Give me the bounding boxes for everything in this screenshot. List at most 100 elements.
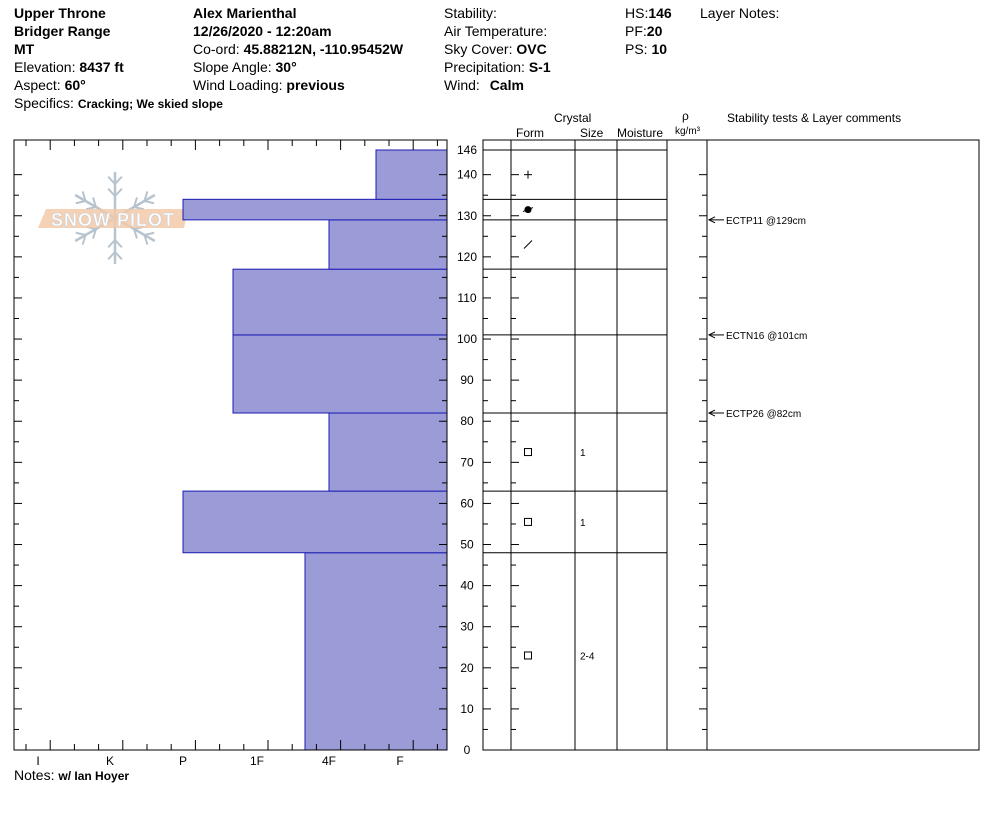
wind-loading-label: Wind Loading: xyxy=(193,77,283,93)
notes: Notes: w/ Ian Hoyer xyxy=(14,767,129,784)
stability-test-arrowhead xyxy=(707,409,716,417)
crystal-header: Crystal xyxy=(554,111,592,125)
height-label: 40 xyxy=(460,579,474,593)
coord-label: Co-ord: xyxy=(193,41,240,57)
elevation-label: Elevation: xyxy=(14,59,76,75)
specifics-label: Specifics: xyxy=(14,95,74,111)
range-name: Bridger Range xyxy=(14,23,111,39)
pf-value: 20 xyxy=(646,23,663,39)
crystal-size-label: 1 xyxy=(580,518,586,529)
coord-value: 45.88212N, -110.95452W xyxy=(243,41,404,57)
crystal-size-label: 2-4 xyxy=(580,651,595,662)
stability-tests-header: Stability tests & Layer comments xyxy=(727,111,902,125)
height-label: 70 xyxy=(460,455,474,469)
hardness-bar xyxy=(232,334,448,414)
elevation-value: 8437 ft xyxy=(79,59,124,75)
snowpilot-watermark: SNOW PILOT xyxy=(38,172,188,264)
svg-text:SNOW PILOT: SNOW PILOT xyxy=(51,210,175,230)
stability-test-label: ECTP26 @82cm xyxy=(726,409,801,420)
height-label: 20 xyxy=(460,661,474,675)
hardness-label: F xyxy=(396,754,403,768)
pf: PF:20 xyxy=(625,23,662,39)
hardness-bar xyxy=(375,149,448,200)
stability-label: Stability: xyxy=(444,5,497,21)
air-temp-label: Air Temperature: xyxy=(444,23,548,39)
hs-label: HS: xyxy=(625,5,649,21)
height-label: 100 xyxy=(457,332,477,346)
faceted-crystal-icon xyxy=(524,448,532,457)
specifics: Specifics: Cracking; We skied slope xyxy=(14,95,223,112)
layer-notes-label: Layer Notes: xyxy=(700,5,780,21)
height-label: 10 xyxy=(460,702,474,716)
datetime: 12/26/2020 - 12:20am xyxy=(193,23,332,39)
height-label: 90 xyxy=(460,373,474,387)
coordinates: Co-ord: 45.88212N, -110.95452W xyxy=(193,41,403,57)
stability-test-label: ECTN16 @101cm xyxy=(726,331,807,342)
aspect-label: Aspect: xyxy=(14,77,61,93)
aspect: Aspect: 60° xyxy=(14,77,86,93)
height-label: 140 xyxy=(457,168,477,182)
precipitation: Precipitation: S-1 xyxy=(444,59,551,75)
height-label: 146 xyxy=(457,143,477,157)
height-label: 0 xyxy=(464,743,471,757)
stability-test-label: ECTP11 @129cm xyxy=(726,216,806,227)
hardness-bar xyxy=(304,552,448,751)
hardness-bar xyxy=(182,490,448,554)
hardness-label: P xyxy=(179,754,187,768)
rho-header: ρ xyxy=(682,109,689,123)
hs: HS:146 xyxy=(625,5,672,21)
stability-test-arrowhead xyxy=(707,216,716,224)
height-label: 50 xyxy=(460,538,474,552)
hardness-panel-frame xyxy=(13,139,448,751)
hardness-bar xyxy=(182,198,448,221)
precip-label: Precipitation: xyxy=(444,59,525,75)
aspect-value: 60° xyxy=(64,77,86,93)
observer: Alex Marienthal xyxy=(193,5,297,21)
height-label: 130 xyxy=(457,209,477,223)
height-label: 30 xyxy=(460,620,474,634)
ps-value: 10 xyxy=(651,41,668,57)
hardness-label: K xyxy=(106,754,114,768)
specifics-value: Cracking; We skied slope xyxy=(77,97,223,111)
wind-value: Calm xyxy=(489,77,524,93)
stability: Stability: xyxy=(444,5,497,21)
notes-label: Notes: xyxy=(14,767,55,783)
density-unit-header: kg/m³ xyxy=(675,126,700,137)
hardness-bar xyxy=(232,268,448,336)
wind-loading: Wind Loading: previous xyxy=(193,77,345,93)
hardness-bar xyxy=(328,412,448,492)
notes-value: w/ Ian Hoyer xyxy=(58,769,130,783)
hardness-label: I xyxy=(36,754,39,768)
crystal-size-label: 1 xyxy=(580,448,586,459)
height-label: 80 xyxy=(460,414,474,428)
slope-value: 30° xyxy=(275,59,297,75)
height-label: 120 xyxy=(457,250,477,264)
moisture-header: Moisture xyxy=(617,126,664,140)
hardness-label: 1F xyxy=(250,754,264,768)
sky-label: Sky Cover: xyxy=(444,41,513,57)
melt-freeze-icon xyxy=(522,207,534,213)
slope-angle: Slope Angle: 30° xyxy=(193,59,297,75)
decomposing-crystal-icon xyxy=(523,240,533,249)
form-header: Form xyxy=(516,126,544,140)
hardness-label: 4F xyxy=(322,754,336,768)
height-label: 110 xyxy=(457,291,476,305)
slope-label: Slope Angle: xyxy=(193,59,272,75)
wind-label: Wind: xyxy=(444,77,480,93)
profile-panel-frame xyxy=(482,139,980,751)
state: MT xyxy=(14,41,35,57)
precip-value: S-1 xyxy=(528,59,551,75)
location-name: Upper Throne xyxy=(14,5,106,21)
faceted-crystal-icon xyxy=(524,651,532,660)
sky-value: OVC xyxy=(516,41,547,57)
wind-loading-value: previous xyxy=(286,77,345,93)
pf-label: PF: xyxy=(625,23,647,39)
size-header: Size xyxy=(580,126,604,140)
air-temperature: Air Temperature: xyxy=(444,23,547,39)
sky-cover: Sky Cover: OVC xyxy=(444,41,547,57)
faceted-crystal-icon xyxy=(524,517,532,526)
ps-label: PS: xyxy=(625,41,648,57)
hs-value: 146 xyxy=(648,5,672,21)
elevation: Elevation: 8437 ft xyxy=(14,59,124,75)
